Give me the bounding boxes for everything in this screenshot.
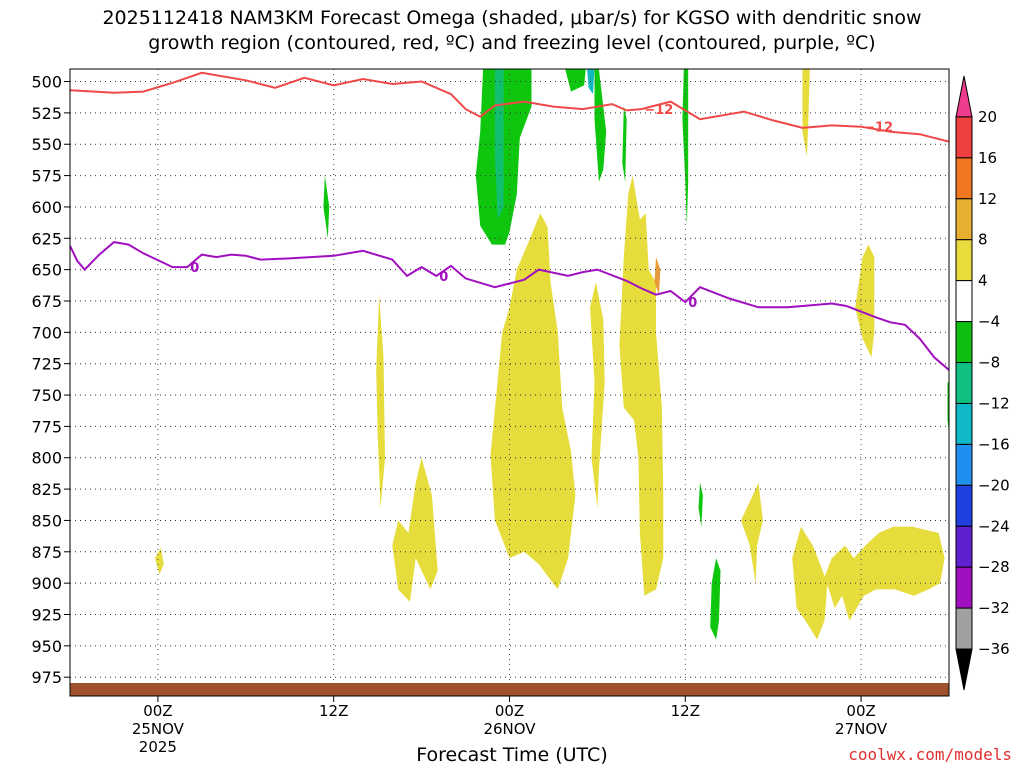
x-tick-label: 00Z xyxy=(846,702,875,720)
y-tick-label: 575 xyxy=(31,167,62,186)
colorbar-segment xyxy=(955,443,973,486)
y-tick-label: 525 xyxy=(31,104,62,123)
colorbar-segment xyxy=(955,116,973,159)
y-tick-label: 500 xyxy=(31,73,62,92)
omega-shaded-region xyxy=(710,558,721,640)
colorbar-bottom-triangle xyxy=(955,648,973,691)
y-tick-label: 925 xyxy=(31,605,62,624)
colorbar-segment xyxy=(955,484,973,527)
y-tick-label: 775 xyxy=(31,417,62,436)
colorbar-segment xyxy=(955,157,973,200)
colorbar-segment xyxy=(955,362,973,404)
colorbar-label: 8 xyxy=(978,231,988,249)
omega-shaded-region xyxy=(376,294,385,508)
colorbar-label: −20 xyxy=(978,476,1010,494)
colorbar-segment xyxy=(955,566,973,609)
x-tick-label: 2025 xyxy=(139,738,177,756)
omega-shaded-region xyxy=(622,106,627,182)
y-tick-label: 800 xyxy=(31,449,62,468)
omega-shaded-region xyxy=(792,526,828,640)
y-tick-label: 550 xyxy=(31,135,62,154)
omega-shaded-region xyxy=(619,175,664,596)
colorbar-segment xyxy=(955,239,973,282)
colorbar-label: −28 xyxy=(978,558,1010,576)
freezing-level-contour-label: 0 xyxy=(439,270,448,285)
colorbar-label: −8 xyxy=(978,354,1000,372)
colorbar-label: −12 xyxy=(978,394,1010,412)
omega-shaded-region xyxy=(594,69,607,182)
colorbar-label: 12 xyxy=(978,190,997,208)
colorbar-label: −36 xyxy=(978,640,1010,658)
y-tick-label: 600 xyxy=(31,198,62,217)
omega-shaded-region xyxy=(654,257,661,295)
x-tick-label: 12Z xyxy=(319,702,348,720)
x-tick-label: 12Z xyxy=(671,702,700,720)
y-tick-label: 625 xyxy=(31,229,62,248)
x-axis-label: Forecast Time (UTC) xyxy=(416,744,608,766)
y-tick-label: 875 xyxy=(31,543,62,562)
freezing-level-contour xyxy=(70,241,949,371)
colorbar-label: −16 xyxy=(978,435,1010,453)
ground-surface xyxy=(70,683,949,696)
dgz-minus12-contour xyxy=(70,71,949,143)
x-tick-label: 00Z xyxy=(495,702,524,720)
y-tick-label: 750 xyxy=(31,386,62,405)
colorbar-label: −4 xyxy=(978,313,1000,331)
colorbar-segment xyxy=(955,607,973,650)
colorbar: 20 16 12 8 4 −4 −8 −12 −16 −20 −24 −28 −32 −36 xyxy=(955,75,1010,691)
colorbar-label: 20 xyxy=(978,108,997,126)
y-tick-label: 725 xyxy=(31,355,62,374)
omega-shading xyxy=(155,69,949,640)
title-line-2: growth region (contoured, red, ºC) and f… xyxy=(148,32,876,54)
omega-shaded-region xyxy=(323,175,330,239)
chart-title: 2025112418 NAM3KM Forecast Omega (shaded… xyxy=(0,6,1024,56)
colorbar-label: −32 xyxy=(978,599,1010,617)
dgz-minus12-contour-label: −12 xyxy=(864,121,893,136)
colorbar-segment xyxy=(955,402,973,445)
omega-shaded-region xyxy=(565,69,586,92)
colorbar-segment xyxy=(955,280,973,323)
y-axis-ticks: 500 525 550 575 600 625 650 675 700 725 750 775 800 8… xyxy=(31,73,70,687)
colorbar-label: 4 xyxy=(978,272,988,290)
title-line-1: 2025112418 NAM3KM Forecast Omega (shaded… xyxy=(102,7,922,29)
x-tick-label: 26NOV xyxy=(483,720,536,738)
x-tick-label: 27NOV xyxy=(835,720,888,738)
x-tick-label: 00Z xyxy=(143,702,172,720)
omega-shaded-region xyxy=(802,69,810,157)
colorbar-top-triangle xyxy=(955,75,973,118)
omega-shaded-region xyxy=(392,457,438,602)
colorbar-label: 16 xyxy=(978,149,997,167)
colorbar-segment xyxy=(955,321,973,364)
omega-shaded-region xyxy=(155,548,164,575)
freezing-level-contour-label: 0 xyxy=(688,296,697,311)
credit-text: coolwx.com/models xyxy=(848,745,1012,764)
y-tick-label: 950 xyxy=(31,637,62,656)
omega-shaded-region xyxy=(741,482,763,584)
y-tick-label: 850 xyxy=(31,511,62,530)
dgz-minus12-contour-label: −12 xyxy=(644,103,673,118)
y-tick-label: 900 xyxy=(31,574,62,593)
freezing-level-contour-label: 0 xyxy=(190,261,199,276)
x-tick-label: 25NOV xyxy=(132,720,185,738)
omega-shaded-region xyxy=(824,526,945,621)
omega-shaded-region xyxy=(855,244,875,358)
omega-shaded-region xyxy=(494,69,504,220)
omega-shaded-region xyxy=(590,282,605,508)
colorbar-label: −24 xyxy=(978,517,1010,535)
y-tick-label: 700 xyxy=(31,323,62,342)
omega-shaded-region xyxy=(698,482,703,527)
y-tick-label: 650 xyxy=(31,261,62,280)
colorbar-segment xyxy=(955,525,973,568)
contour-lines: −12 −12 0 0 0 xyxy=(70,71,949,371)
omega-shaded-region xyxy=(475,69,532,245)
colorbar-segment xyxy=(955,198,973,241)
y-tick-label: 825 xyxy=(31,480,62,499)
y-tick-label: 675 xyxy=(31,292,62,311)
omega-shaded-region xyxy=(490,213,576,590)
omega-shaded-region xyxy=(682,69,689,226)
y-tick-label: 975 xyxy=(31,668,62,687)
